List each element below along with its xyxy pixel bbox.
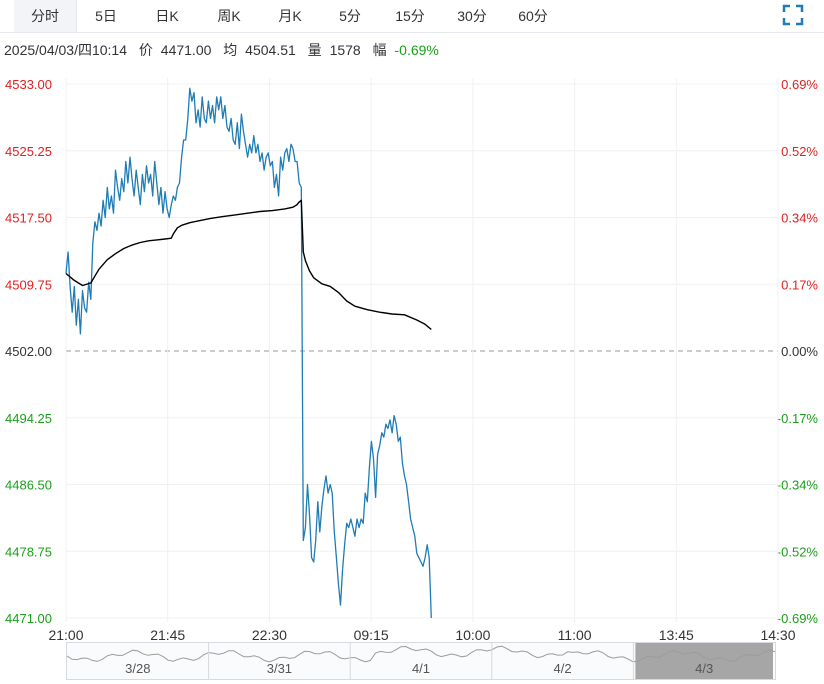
quote-info-bar: 2025/04/03/四10:14 价 4471.00 均 4504.51 量 … bbox=[4, 40, 443, 60]
y-tick-label: 4509.75 bbox=[5, 277, 52, 292]
y-tick-label: 4471.00 bbox=[5, 611, 52, 626]
y-tick-label: 4533.00 bbox=[5, 77, 52, 92]
tab-3[interactable]: 日K bbox=[155, 8, 179, 24]
intraday-chart[interactable]: 4533.00 0.69% 4525.25 0.52% 4517.50 0.34% 4509… bbox=[0, 66, 824, 640]
period-tabs: 分时 5日 日K 周K 月K 5分 15分 30分 60分 bbox=[0, 0, 824, 33]
tab-5[interactable]: 月K bbox=[278, 8, 302, 24]
y-tick-label: 4502.00 bbox=[5, 344, 52, 359]
quote-datetime: 2025/04/03/四10:14 bbox=[4, 42, 127, 58]
price-line bbox=[65, 87, 432, 619]
navigator-history-line bbox=[66, 645, 776, 663]
pct-tick-label: -0.34% bbox=[777, 478, 819, 493]
x-tick-label: 22:30 bbox=[252, 627, 287, 640]
navigator-day-label: 4/1 bbox=[412, 661, 430, 676]
x-tick-label: 11:00 bbox=[558, 627, 592, 640]
tab-4[interactable]: 周K bbox=[217, 8, 241, 24]
avg-label: 均 bbox=[223, 42, 238, 58]
avg-value: 4504.51 bbox=[245, 42, 296, 58]
y-tick-label: 4486.50 bbox=[5, 478, 52, 493]
time-navigator[interactable]: 3/28 3/31 4/1 4/2 4/3 bbox=[66, 642, 776, 680]
tab-9[interactable]: 60分 bbox=[518, 8, 548, 24]
navigator-day-label: 4/3 bbox=[695, 661, 713, 676]
tab-1[interactable]: 分时 bbox=[14, 0, 77, 32]
fullscreen-icon[interactable] bbox=[782, 4, 804, 26]
tab-2[interactable]: 5日 bbox=[95, 8, 117, 24]
x-tick-label: 13:45 bbox=[659, 627, 694, 640]
change-label: 幅 bbox=[372, 42, 387, 58]
pct-tick-label: -0.52% bbox=[777, 544, 819, 559]
price-label: 价 bbox=[138, 42, 153, 58]
navigator-day-label: 3/31 bbox=[267, 661, 292, 676]
price-value: 4471.00 bbox=[160, 42, 212, 58]
x-tick-label: 09:15 bbox=[354, 627, 389, 640]
tab-6[interactable]: 5分 bbox=[339, 8, 361, 24]
x-tick-label: 21:45 bbox=[150, 627, 185, 640]
volume-label: 量 bbox=[307, 42, 322, 58]
tab-7[interactable]: 15分 bbox=[395, 8, 425, 24]
y-tick-label: 4494.25 bbox=[5, 411, 52, 426]
average-line bbox=[65, 199, 432, 331]
change-value: -0.69% bbox=[394, 42, 439, 58]
tab-8[interactable]: 30分 bbox=[457, 8, 487, 24]
navigator-track[interactable]: 3/28 3/31 4/1 4/2 4/3 bbox=[66, 643, 776, 679]
pct-tick-label: 0.34% bbox=[781, 211, 818, 226]
pct-tick-label: 0.52% bbox=[781, 144, 818, 159]
x-tick-label: 21:00 bbox=[48, 627, 83, 640]
navigator-day-label: 4/2 bbox=[554, 661, 572, 676]
y-tick-label: 4525.25 bbox=[5, 144, 52, 159]
pct-tick-label: -0.17% bbox=[777, 411, 819, 426]
pct-tick-label: -0.69% bbox=[777, 611, 819, 626]
y-tick-label: 4478.75 bbox=[5, 544, 52, 559]
x-tick-label: 10:00 bbox=[455, 627, 490, 640]
navigator-day-label: 3/28 bbox=[125, 661, 150, 676]
pct-tick-label: 0.00% bbox=[781, 344, 818, 359]
y-tick-label: 4517.50 bbox=[5, 211, 52, 226]
navigator-selection bbox=[635, 643, 773, 679]
pct-tick-label: 0.17% bbox=[781, 277, 818, 292]
pct-tick-label: 0.69% bbox=[781, 77, 818, 92]
volume-value: 1578 bbox=[329, 42, 361, 58]
x-tick-label: 14:30 bbox=[760, 627, 795, 640]
